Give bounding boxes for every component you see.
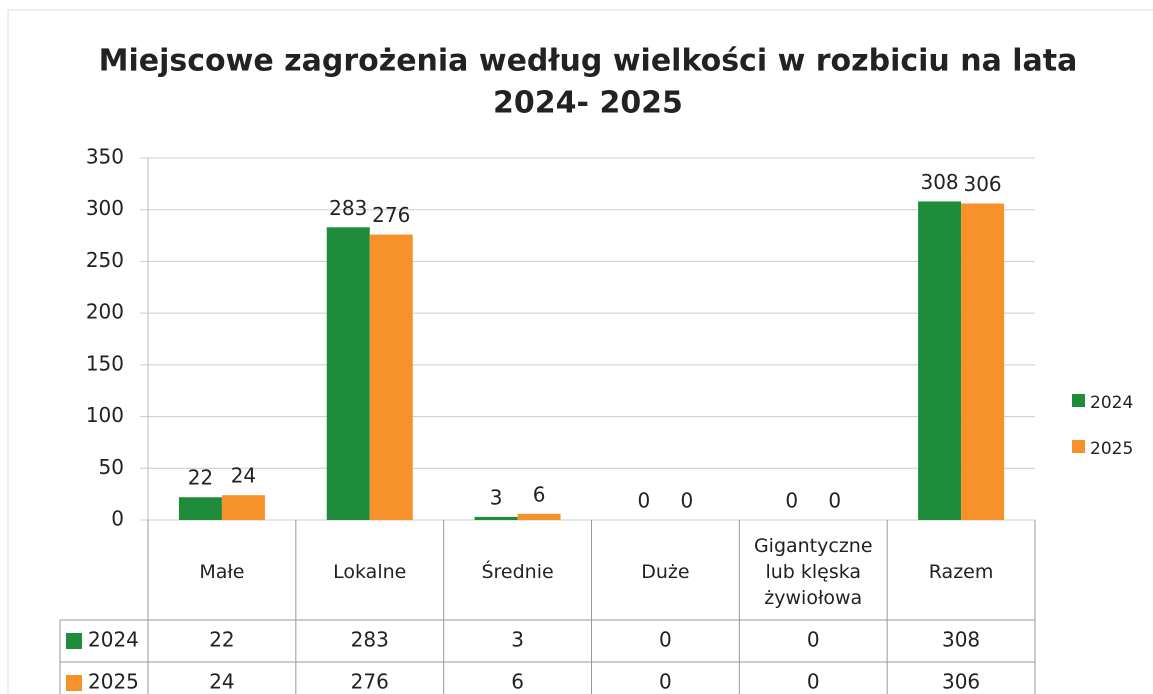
- data-label: 0: [785, 489, 798, 513]
- table-value: 24: [209, 670, 234, 694]
- table-value: 0: [807, 628, 820, 652]
- bar: [178, 497, 222, 520]
- data-label: 276: [372, 203, 410, 227]
- x-tick-label: Lokalne: [333, 561, 407, 583]
- y-tick-label: 350: [86, 145, 124, 169]
- category-cell: Małe: [199, 561, 245, 583]
- x-tick-label: Średnie: [481, 561, 554, 583]
- table-value: 306: [942, 670, 980, 694]
- table-value: 22: [209, 628, 234, 652]
- table-value: 0: [659, 628, 672, 652]
- table-value: 0: [807, 670, 820, 694]
- data-label: 0: [638, 489, 651, 513]
- category-cell: Razem: [928, 561, 994, 583]
- bar: [474, 516, 518, 520]
- y-tick-label: 0: [111, 507, 124, 531]
- bar: [221, 495, 265, 520]
- category-cell: Średnie: [481, 561, 554, 583]
- category-cell: Lokalne: [333, 561, 407, 583]
- bar: [517, 513, 561, 520]
- data-label: 308: [920, 170, 958, 194]
- legend-label: 2025: [1090, 439, 1133, 459]
- y-tick-label: 150: [86, 351, 124, 375]
- chart-title: 2024- 2025: [493, 86, 683, 121]
- table-value: 0: [659, 670, 672, 694]
- legend-key: [66, 633, 82, 649]
- table-value: 3: [511, 628, 524, 652]
- legend-key: [66, 675, 82, 691]
- data-label: 6: [533, 482, 546, 506]
- table-series-name: 2025: [88, 670, 139, 694]
- data-label: 283: [329, 196, 367, 220]
- y-tick-label: 250: [86, 248, 124, 272]
- chart-border: [7, 9, 1153, 694]
- bar: [918, 201, 962, 520]
- legend-swatch: [1072, 440, 1085, 453]
- table-value: 276: [351, 670, 389, 694]
- category-cell: Gigantyczne lub klęska żywiołowa: [753, 535, 873, 609]
- table-value: 283: [351, 628, 389, 652]
- data-label: 306: [963, 172, 1001, 196]
- legend-label: 2024: [1090, 393, 1133, 413]
- bar: [369, 234, 413, 520]
- y-tick-label: 300: [86, 196, 124, 220]
- legend-swatch: [1072, 394, 1085, 407]
- bar: [961, 203, 1005, 520]
- table-value: 6: [511, 670, 524, 694]
- data-label: 0: [828, 489, 841, 513]
- table-series-name: 2024: [88, 628, 139, 652]
- data-label: 22: [188, 466, 213, 490]
- y-tick-label: 100: [86, 403, 124, 427]
- data-label: 3: [490, 485, 503, 509]
- data-label: 0: [681, 489, 694, 513]
- data-label: 24: [231, 464, 256, 488]
- table-value: 308: [942, 628, 980, 652]
- x-tick-label: Duże: [641, 561, 690, 583]
- chart-title: Miejscowe zagrożenia według wielkości w …: [99, 44, 1078, 79]
- x-tick-label: Gigantyczne lub klęska żywiołowa: [753, 535, 873, 609]
- category-cell: Duże: [641, 561, 690, 583]
- y-tick-label: 50: [99, 455, 124, 479]
- x-tick-label: Małe: [199, 561, 245, 583]
- bar: [326, 227, 370, 520]
- y-tick-label: 200: [86, 300, 124, 324]
- x-tick-label: Razem: [928, 561, 994, 583]
